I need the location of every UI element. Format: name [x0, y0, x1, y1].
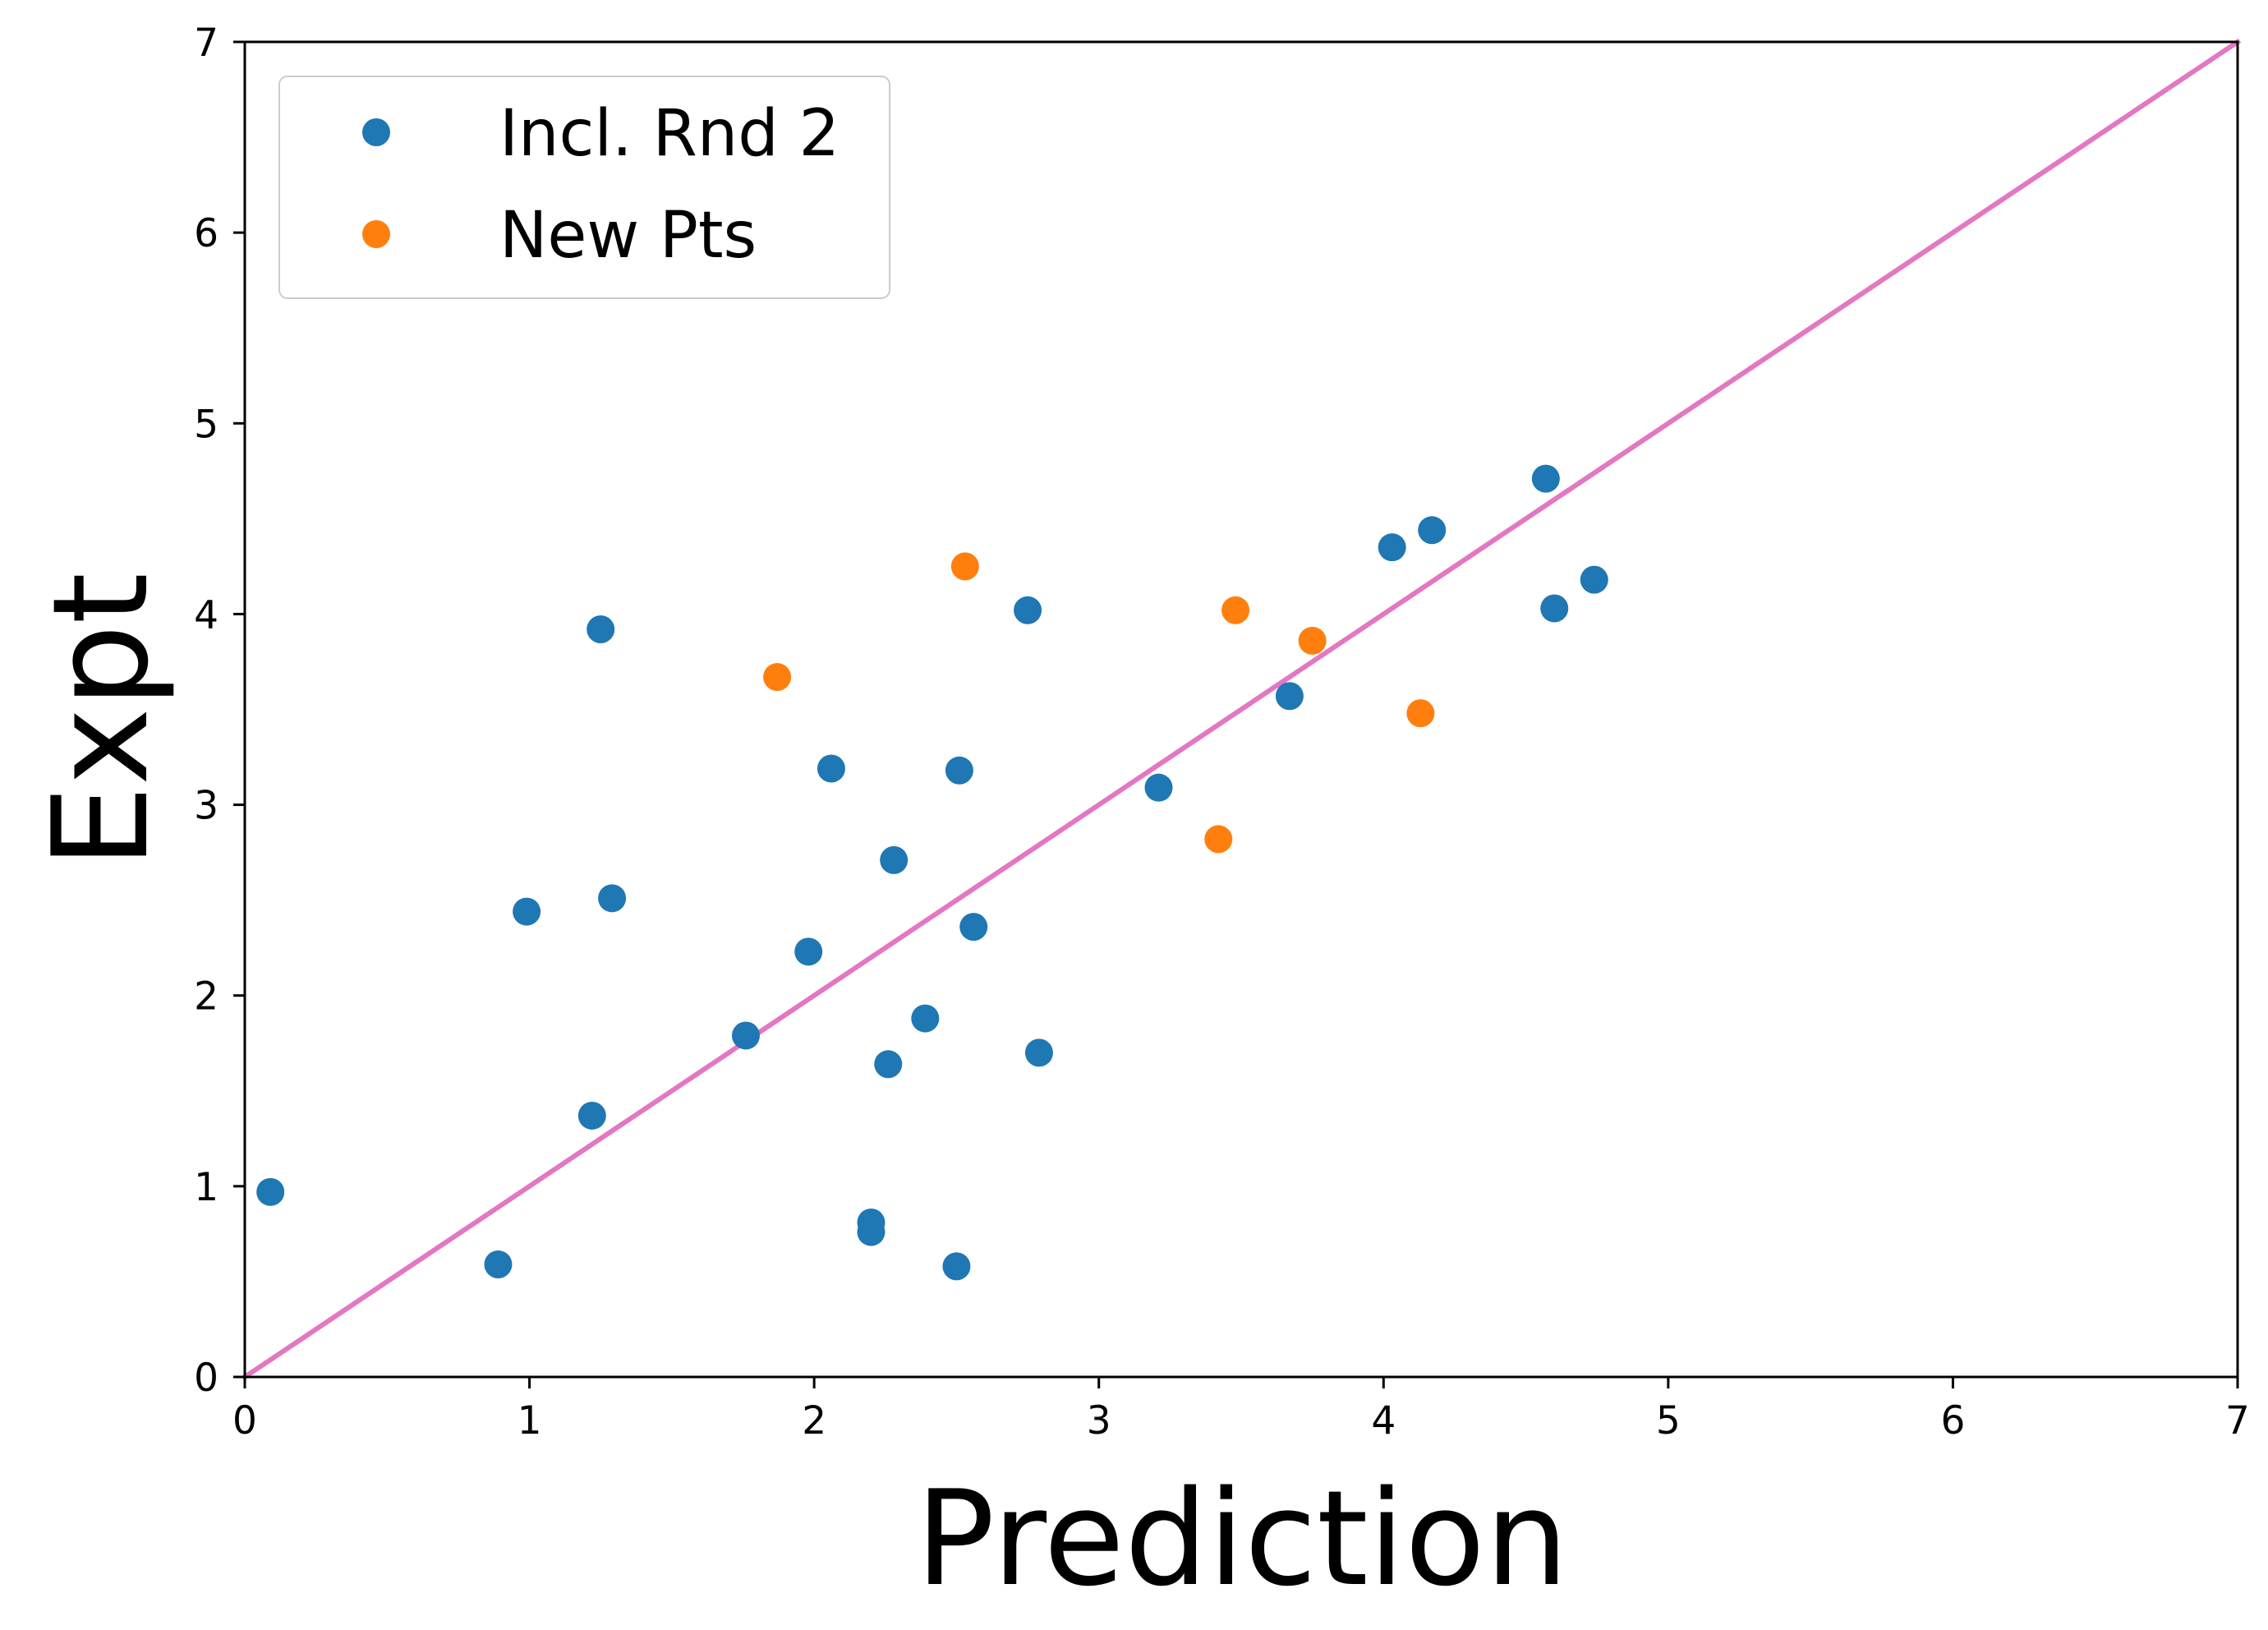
point-incl-rnd-2	[1024, 1038, 1053, 1067]
x-tick-label: 2	[802, 1398, 826, 1444]
axes-frame	[243, 40, 2239, 1379]
point-incl-rnd-2	[880, 845, 909, 874]
ticks-layer: 0 1 2 3 4 5 6 7 0 1 2 3 4 5 6 7	[194, 21, 2250, 1444]
x-tick-label: 5	[1656, 1398, 1681, 1444]
x-tick-label: 4	[1371, 1398, 1396, 1444]
point-incl-rnd-2	[874, 1050, 903, 1079]
y-tick-label: 6	[194, 211, 219, 256]
point-incl-rnd-2	[1144, 773, 1173, 802]
y-tick-label: 3	[194, 784, 219, 829]
point-incl-rnd-2	[794, 937, 823, 966]
point-incl-rnd-2	[1014, 596, 1042, 624]
reference-line-layer	[241, 38, 2242, 1381]
legend-marker	[362, 220, 390, 248]
x-axis-title: Prediction	[916, 1462, 1569, 1615]
point-incl-rnd-2	[731, 1021, 760, 1050]
y-axis-title: Expt	[24, 573, 177, 868]
y-tick-label: 7	[194, 21, 219, 66]
point-incl-rnd-2	[945, 756, 973, 785]
point-incl-rnd-2	[911, 1004, 940, 1033]
x-tick-label: 3	[1087, 1398, 1111, 1444]
y-tick-label: 4	[194, 592, 219, 638]
legend-label: Incl. Rnd 2	[499, 97, 840, 171]
y-tick-label: 2	[194, 974, 219, 1020]
point-incl-rnd-2	[817, 754, 845, 783]
point-incl-rnd-2	[577, 1101, 606, 1130]
point-incl-rnd-2	[1418, 516, 1447, 545]
data-points-layer	[256, 464, 1608, 1281]
point-new-pts	[1221, 596, 1250, 624]
axes-layer	[243, 40, 2239, 1379]
y-tick-label: 1	[194, 1165, 219, 1210]
x-tick-label: 0	[232, 1398, 257, 1444]
point-new-pts	[1204, 825, 1233, 854]
point-incl-rnd-2	[484, 1250, 513, 1279]
point-new-pts	[1406, 699, 1435, 728]
point-incl-rnd-2	[857, 1218, 886, 1246]
point-incl-rnd-2	[942, 1252, 971, 1281]
point-new-pts	[763, 663, 792, 692]
x-tick-label: 6	[1940, 1398, 1965, 1444]
point-incl-rnd-2	[256, 1177, 285, 1206]
point-new-pts	[950, 552, 979, 581]
point-new-pts	[1298, 626, 1327, 655]
point-incl-rnd-2	[598, 884, 627, 913]
point-incl-rnd-2	[1275, 682, 1304, 711]
x-tick-label: 1	[518, 1398, 542, 1444]
x-tick-label: 7	[2225, 1398, 2250, 1444]
legend-marker	[362, 118, 390, 146]
legend-box	[278, 76, 890, 299]
point-incl-rnd-2	[1378, 533, 1406, 562]
point-incl-rnd-2	[1580, 565, 1608, 594]
legend: Incl. Rnd 2 New Pts	[278, 76, 890, 299]
y-tick-label: 0	[194, 1356, 219, 1401]
point-incl-rnd-2	[1540, 594, 1569, 623]
point-incl-rnd-2	[959, 913, 988, 942]
point-incl-rnd-2	[587, 615, 615, 643]
point-incl-rnd-2	[513, 897, 541, 926]
y-tick-label: 5	[194, 402, 219, 447]
point-incl-rnd-2	[1531, 464, 1560, 493]
reference-line	[241, 38, 2242, 1381]
legend-label: New Pts	[499, 199, 757, 273]
